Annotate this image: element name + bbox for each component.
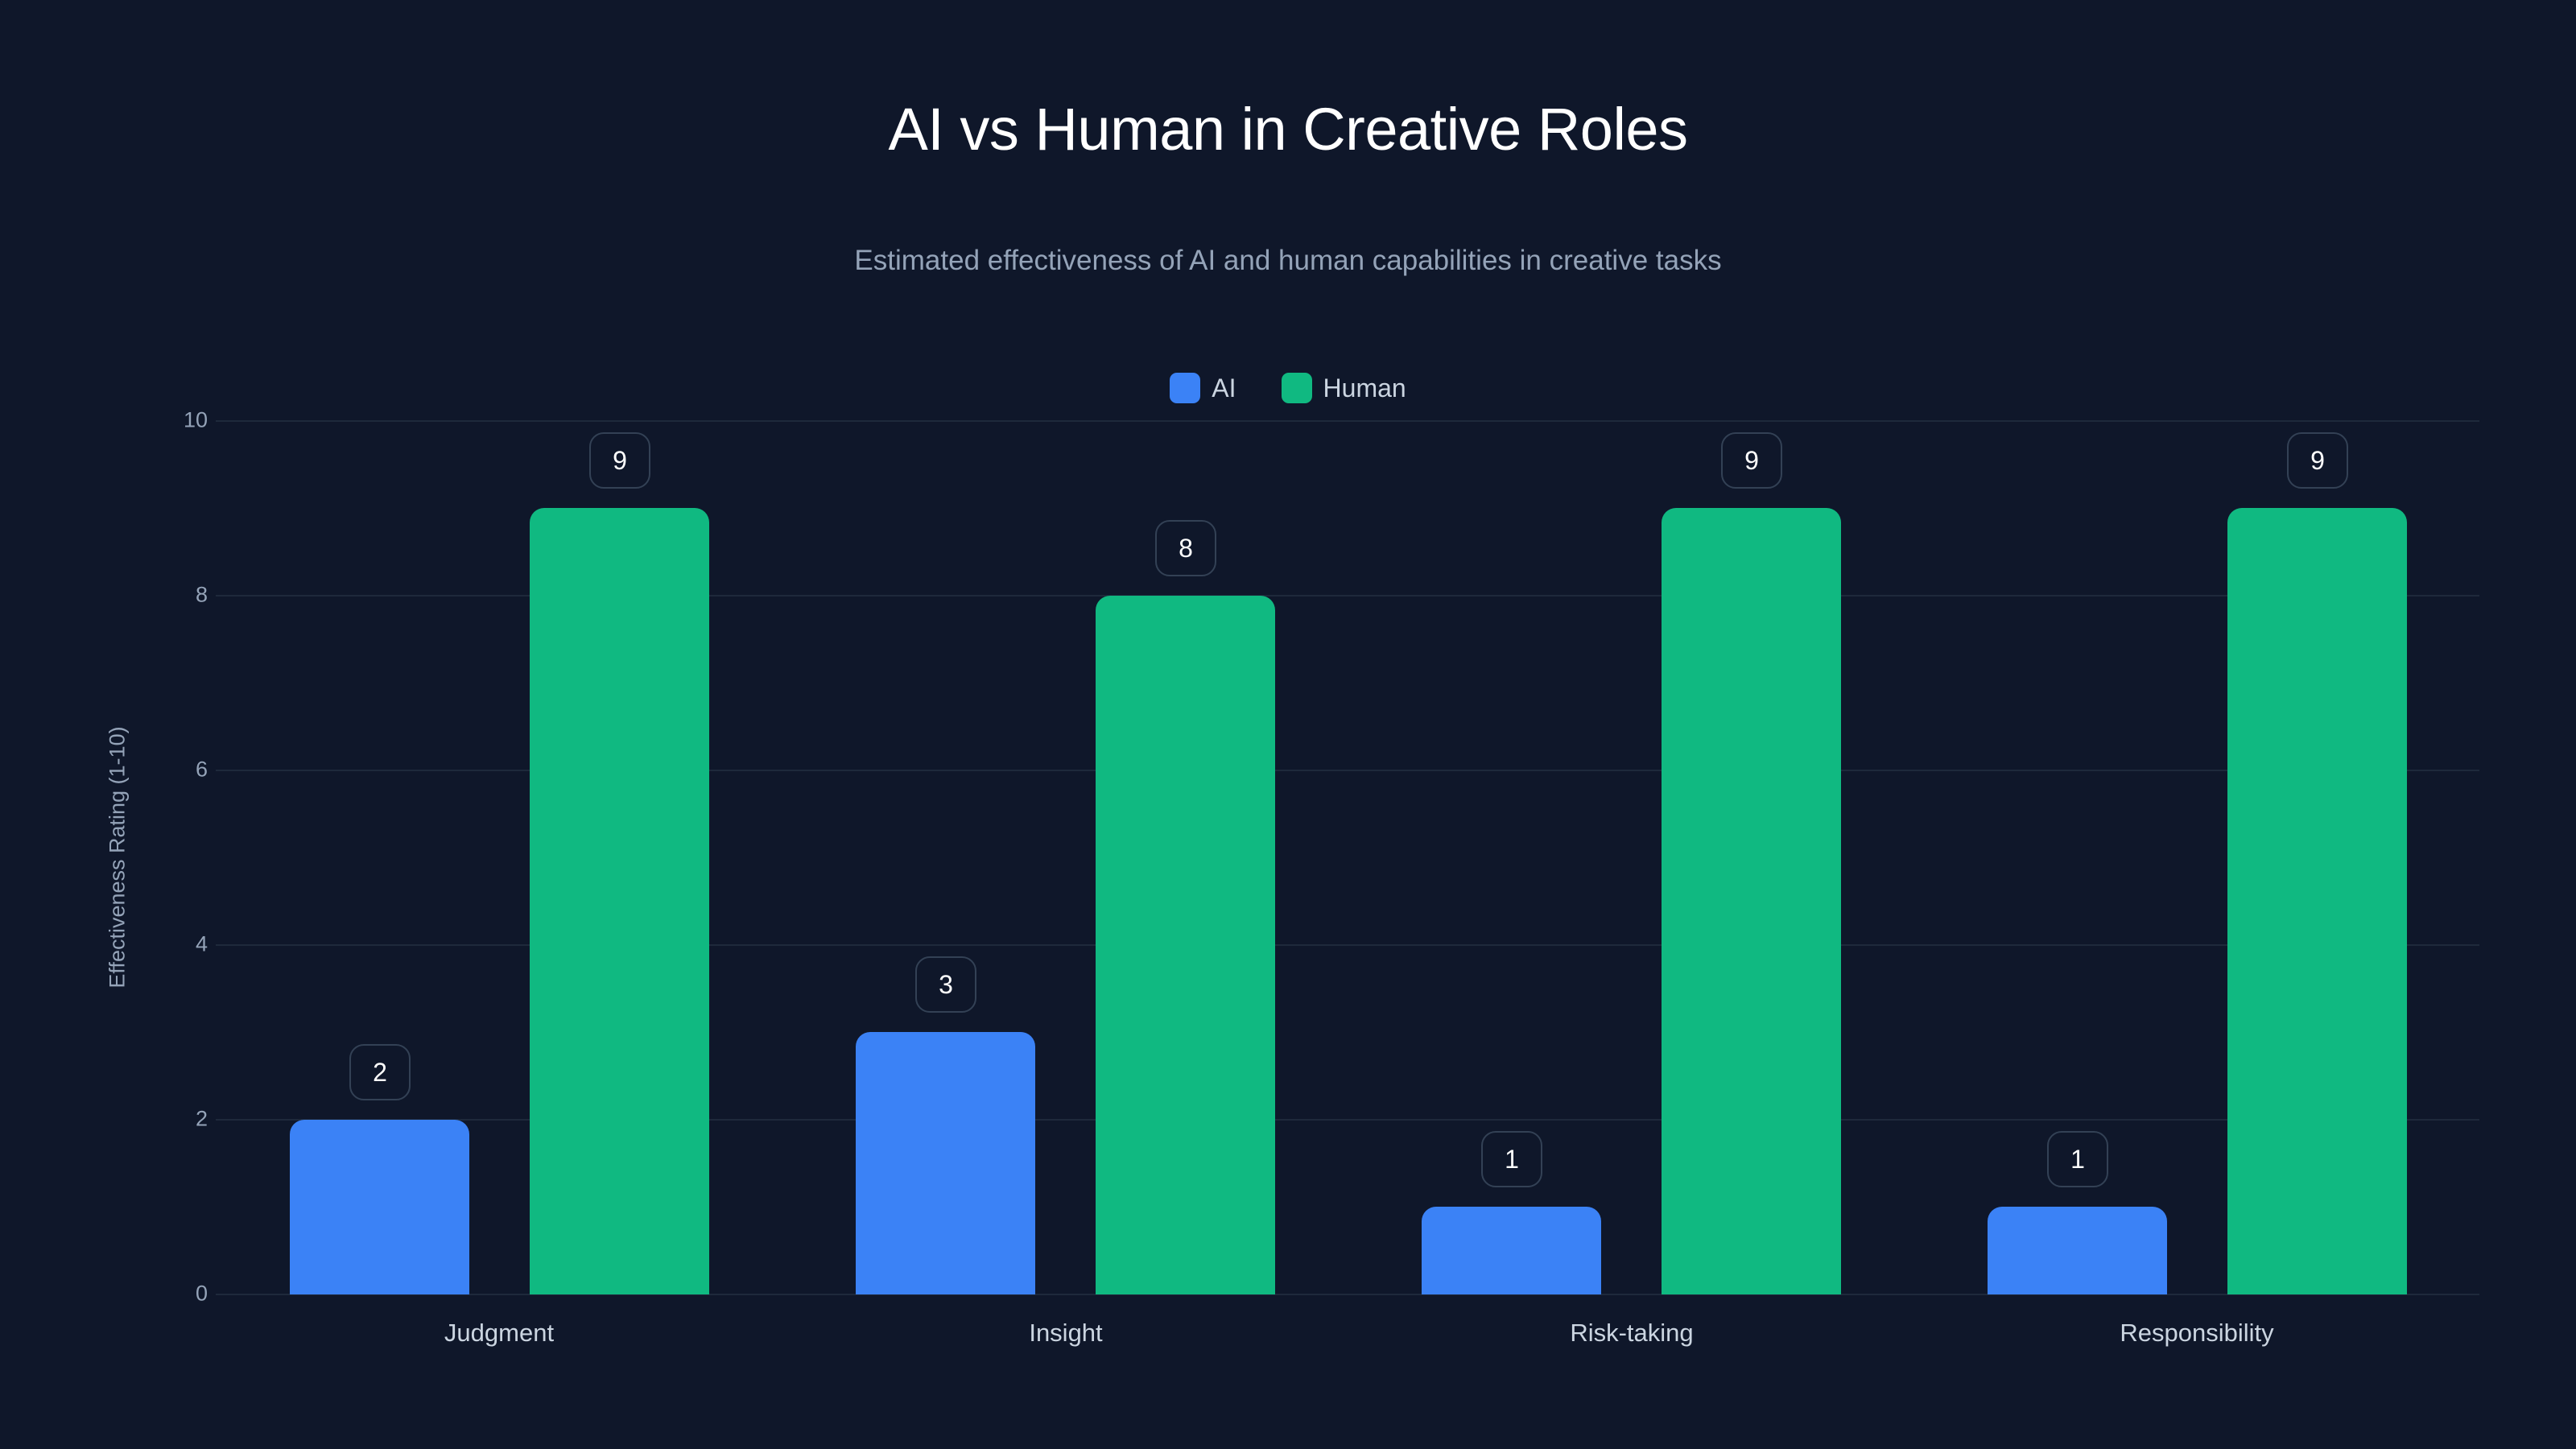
legend-item-human[interactable]: Human: [1281, 373, 1406, 403]
gridline-0: [216, 1294, 2479, 1295]
bar-ai-judgment[interactable]: [290, 1120, 469, 1294]
value-label-human-judgment: 9: [589, 432, 650, 489]
bar-ai-responsibility[interactable]: [1988, 1207, 2167, 1294]
legend-label-ai: AI: [1212, 373, 1236, 402]
bar-human-risk-taking[interactable]: [1662, 508, 1841, 1294]
y-tick-0: 0: [195, 1281, 208, 1306]
legend-swatch-human: [1281, 373, 1312, 403]
y-tick-8: 8: [195, 582, 208, 607]
x-tick-judgment: Judgment: [444, 1319, 555, 1347]
legend: AI Human: [0, 373, 2576, 403]
x-tick-risk-taking: Risk-taking: [1570, 1319, 1694, 1347]
x-tick-insight: Insight: [1029, 1319, 1103, 1347]
y-axis-label: Effectiveness Rating (1-10): [105, 726, 130, 989]
chart-subtitle: Estimated effectiveness of AI and human …: [854, 245, 1722, 276]
gridline-6: [216, 770, 2479, 771]
bar-ai-risk-taking[interactable]: [1422, 1207, 1601, 1294]
bar-human-responsibility[interactable]: [2227, 508, 2407, 1294]
bar-ai-insight[interactable]: [856, 1032, 1035, 1294]
gridline-10: [216, 420, 2479, 422]
value-label-ai-responsibility: 1: [2047, 1131, 2108, 1187]
plot-area: 10 8 6 4 2 0 2 9 3 8 1 9 1 9: [184, 408, 2479, 1306]
y-tick-2: 2: [195, 1106, 208, 1131]
y-tick-6: 6: [195, 757, 208, 782]
gridline-4: [216, 944, 2479, 946]
legend-swatch-ai: [1170, 373, 1201, 403]
value-label-human-insight: 8: [1155, 520, 1216, 576]
value-label-ai-insight: 3: [915, 956, 976, 1013]
y-tick-10: 10: [183, 407, 208, 432]
legend-item-ai[interactable]: AI: [1170, 373, 1236, 403]
bar-human-insight[interactable]: [1096, 596, 1275, 1294]
y-tick-4: 4: [195, 931, 208, 956]
bar-human-judgment[interactable]: [530, 508, 709, 1294]
value-label-human-risk-taking: 9: [1721, 432, 1782, 489]
x-tick-responsibility: Responsibility: [2120, 1319, 2274, 1347]
gridline-8: [216, 595, 2479, 597]
chart-title: AI vs Human in Creative Roles: [888, 96, 1688, 163]
value-label-human-responsibility: 9: [2287, 432, 2348, 489]
value-label-ai-risk-taking: 1: [1481, 1131, 1542, 1187]
value-label-ai-judgment: 2: [349, 1044, 411, 1100]
legend-label-human: Human: [1323, 373, 1406, 402]
gridline-2: [216, 1119, 2479, 1121]
